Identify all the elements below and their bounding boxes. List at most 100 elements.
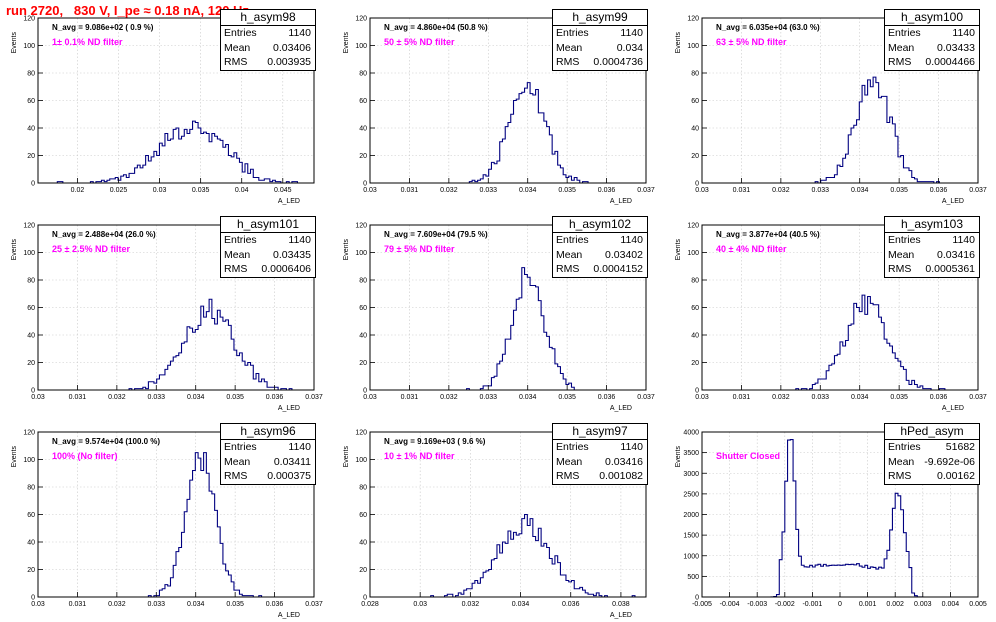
- x-axis-label: A_LED: [278, 612, 300, 619]
- y-tick-label: 60: [691, 98, 699, 105]
- histogram-series: [370, 513, 646, 598]
- x-tick-label: 0.036: [930, 187, 948, 194]
- x-tick-label: 0.004: [942, 601, 960, 608]
- stats-row-rms: RMS 0.0004736: [553, 55, 647, 70]
- stats-row-entries: Entries 1140: [885, 26, 979, 41]
- x-tick-label: 0.038: [612, 601, 630, 608]
- y-tick-label: 0: [31, 595, 35, 602]
- y-tick-label: 100: [687, 250, 699, 257]
- stats-row-rms: RMS 0.000375: [221, 469, 315, 484]
- y-axis-label: Events: [11, 32, 18, 54]
- y-tick-label: 80: [27, 71, 35, 78]
- histogram-pad-h_asym97: 0.028 0.03 0.032 0.034 0.036 0.038 0 20 40 60 80 10…: [332, 414, 664, 621]
- x-tick-label: -0.002: [775, 601, 795, 608]
- x-tick-label: 0.036: [598, 394, 616, 401]
- stats-value: 1140: [288, 234, 311, 246]
- x-tick-label: 0.031: [69, 394, 87, 401]
- y-axis-label: Events: [675, 32, 682, 54]
- x-tick-label: 0.035: [192, 187, 210, 194]
- stats-value: 0.0004152: [593, 263, 643, 275]
- filter-annotation: Shutter Closed: [716, 451, 780, 461]
- x-axis-label: A_LED: [610, 405, 632, 412]
- histogram-series: [38, 120, 314, 184]
- stats-value: 0.0004466: [925, 56, 975, 68]
- x-tick-label: 0.034: [512, 601, 530, 608]
- stats-key: Entries: [556, 234, 589, 246]
- stats-box-title: h_asym99: [553, 10, 647, 26]
- y-axis-label: Events: [675, 239, 682, 261]
- x-tick-label: 0.033: [812, 187, 830, 194]
- x-tick-label: 0.005: [969, 601, 987, 608]
- y-tick-label: 0: [31, 181, 35, 188]
- stats-row-mean: Mean 0.03406: [221, 41, 315, 56]
- stats-row-mean: Mean -9.692e-06: [885, 455, 979, 470]
- x-tick-label: 0.032: [462, 601, 480, 608]
- stats-value: 0.0006406: [261, 263, 311, 275]
- x-tick-label: 0.037: [637, 187, 655, 194]
- x-tick-label: 0.031: [733, 187, 751, 194]
- stats-value: 1140: [952, 234, 975, 246]
- stats-key: RMS: [556, 56, 580, 68]
- stats-box-title: h_asym96: [221, 424, 315, 440]
- y-tick-label: 100: [355, 250, 367, 257]
- histogram-series: [702, 294, 978, 391]
- stats-key: RMS: [888, 470, 912, 482]
- stats-key: Mean: [224, 455, 251, 468]
- y-tick-label: 20: [691, 153, 699, 160]
- y-tick-label: 0: [695, 595, 699, 602]
- stats-key: Entries: [556, 441, 589, 453]
- y-tick-label: 0: [31, 388, 35, 395]
- x-tick-label: 0: [838, 601, 842, 608]
- stats-value: 1140: [952, 27, 975, 39]
- x-tick-label: 0.036: [266, 601, 284, 608]
- histogram-plot: -0.005 -0.004 -0.003 -0.002 -0.001 0 0.001 0.00…: [675, 430, 987, 609]
- filter-annotation: 1± 0.1% ND filter: [52, 37, 123, 47]
- x-tick-label: 0.03: [31, 601, 45, 608]
- stats-key: Entries: [888, 234, 921, 246]
- x-tick-label: 0.03: [413, 601, 427, 608]
- x-tick-label: 0.028: [361, 601, 379, 608]
- y-tick-label: 120: [687, 223, 699, 230]
- x-tick-label: 0.034: [187, 394, 205, 401]
- x-tick-label: 0.031: [69, 601, 87, 608]
- y-tick-label: 20: [359, 567, 367, 574]
- histogram-pad-hPed_asym: -0.005 -0.004 -0.003 -0.002 -0.001 0 0.001 0.00…: [664, 414, 996, 621]
- x-tick-label: -0.004: [720, 601, 740, 608]
- x-tick-label: 0.03: [363, 394, 377, 401]
- y-tick-label: 2500: [683, 491, 699, 498]
- stats-box-title: h_asym100: [885, 10, 979, 26]
- x-tick-label: 0.035: [226, 601, 244, 608]
- y-tick-label: 80: [359, 485, 367, 492]
- stats-value: -9.692e-06: [924, 455, 975, 468]
- y-tick-label: 40: [691, 333, 699, 340]
- x-tick-label: 0.034: [519, 187, 537, 194]
- y-axis-label: Events: [11, 239, 18, 261]
- navg-annotation: N_avg = 2.488e+04 (26.0 %): [52, 230, 156, 239]
- stats-box: hPed_asym Entries 51682 Mean -9.692e-06 RMS 0.…: [884, 423, 980, 485]
- y-tick-label: 40: [691, 126, 699, 133]
- x-tick-label: 0.02: [71, 187, 85, 194]
- stats-key: Entries: [888, 441, 921, 453]
- y-tick-label: 20: [359, 153, 367, 160]
- x-tick-label: 0.034: [519, 394, 537, 401]
- y-tick-label: 60: [359, 512, 367, 519]
- stats-row-mean: Mean 0.034: [553, 41, 647, 56]
- stats-value: 1140: [288, 441, 311, 453]
- x-tick-label: 0.002: [886, 601, 904, 608]
- x-axis-label: A_LED: [942, 405, 964, 412]
- stats-key: RMS: [224, 470, 248, 482]
- stats-row-rms: RMS 0.0005361: [885, 262, 979, 277]
- stats-value: 0.000375: [267, 470, 311, 482]
- histogram-plot: 0.03 0.031 0.032 0.033 0.034 0.035 0.036 0.037 0…: [11, 430, 323, 620]
- y-axis-label: Events: [11, 446, 18, 468]
- y-axis-label: Events: [343, 446, 350, 468]
- stats-key: Entries: [888, 27, 921, 39]
- x-tick-label: 0.037: [969, 187, 987, 194]
- stats-key: Entries: [224, 234, 257, 246]
- y-tick-label: 120: [23, 223, 35, 230]
- y-tick-label: 120: [355, 223, 367, 230]
- stats-key: Entries: [224, 441, 257, 453]
- y-tick-label: 20: [27, 360, 35, 367]
- x-tick-label: 0.033: [480, 394, 498, 401]
- histogram-series: [702, 76, 978, 184]
